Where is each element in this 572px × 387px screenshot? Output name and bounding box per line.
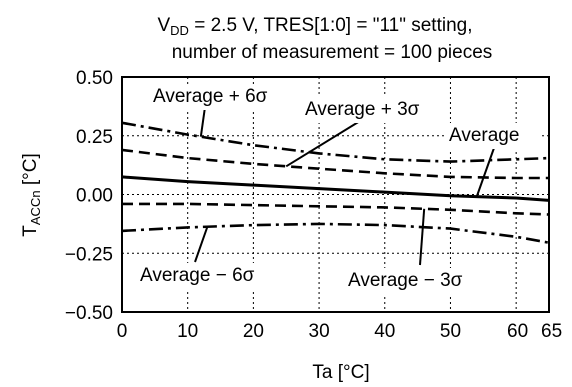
y-tick-label: 0.25 [76,127,113,148]
y-tick-label: 0.00 [76,186,113,207]
annotation-label: Average + 6σ [153,86,268,107]
annotations: Average + 6σ Average + 3σ Average Average −… [137,84,539,294]
annotation-leader [194,226,209,263]
annotation-background [345,268,473,294]
annotation-background [445,123,539,149]
annotation-label: Average [449,125,519,146]
annotation-background [301,97,427,123]
x-tick-label: 40 [374,321,395,342]
x-tick-label: 30 [309,321,330,342]
plot-frame [121,76,550,313]
annotation-label: Average + 3σ [305,99,420,120]
y-axis-label: TACCn [°C] [20,153,43,236]
series-line-4 [121,222,550,244]
annotation-background [150,84,282,110]
annotation-leader [199,106,206,137]
x-tick-label: 65 [541,321,562,342]
annotation-leader [285,120,361,168]
annotation-label: Average − 6σ [140,265,255,286]
annotation-leader [475,147,495,197]
x-tick-label: 0 [117,321,128,342]
series-line-2 [121,175,550,202]
x-tick-label: 20 [243,321,264,342]
annotation-label: Average − 3σ [348,270,463,291]
x-tick-label: 50 [440,321,461,342]
x-axis-label: Ta [°C] [312,362,369,383]
series-line-3 [122,202,550,216]
y-tick-label: −0.25 [65,244,113,265]
annotation-background [137,263,269,289]
y-tick-label: −0.50 [65,303,113,324]
annotation-leader [419,208,426,266]
y-tick-label: 0.50 [76,68,113,89]
series-line-0 [121,121,550,163]
series-group [121,121,550,244]
ticks: 0 10 20 30 40 50 60 65 −0.50 −0.25 0.00 0.25 0.50 [65,68,562,342]
series-line-1 [121,148,549,180]
chart-title-line1: VDD = 2.5 V, TRES[1:0] = "11" setting, [157,15,472,38]
x-tick-label: 60 [507,321,528,342]
x-tick-label: 10 [177,321,198,342]
chart-title-line2: number of measurement = 100 pieces [172,42,493,63]
